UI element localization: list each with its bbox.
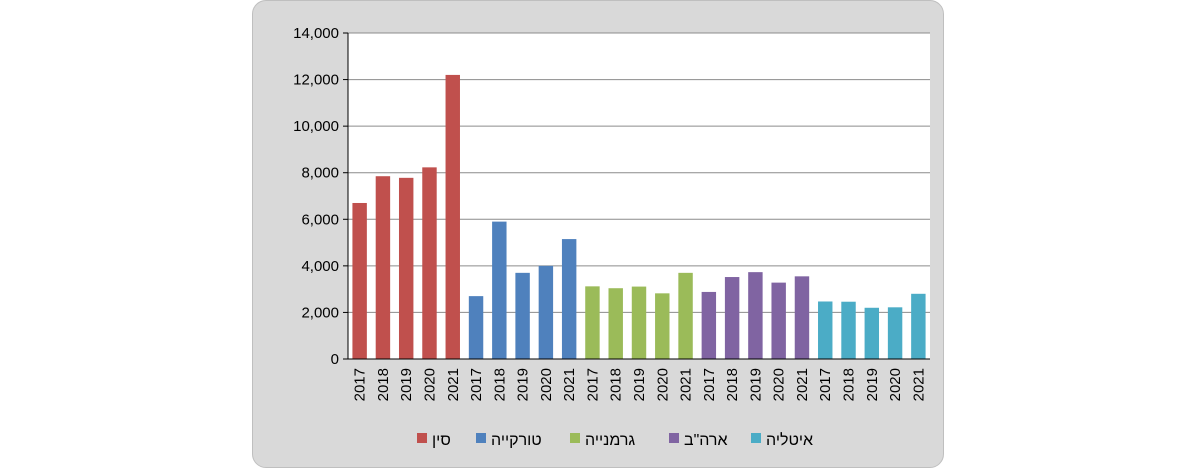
y-tick-label: 8,000 — [301, 165, 339, 182]
x-tick-label: 2019 — [747, 368, 764, 401]
bar — [445, 74, 460, 360]
x-tick-label: 2020 — [421, 368, 438, 401]
legend-label: גרמנייה — [585, 432, 635, 449]
y-tick-label: 6,000 — [301, 211, 339, 228]
x-tick-label: 2021 — [445, 368, 462, 401]
x-tick-label: 2019 — [515, 368, 532, 401]
bar — [771, 282, 786, 359]
bar — [911, 293, 926, 359]
bar — [748, 272, 763, 359]
legend-label: טורקייה — [491, 432, 542, 449]
bar — [608, 288, 623, 359]
legend-label: איטליה — [766, 431, 813, 449]
y-tick-label: 2,000 — [301, 304, 339, 321]
y-tick-label: 14,000 — [293, 25, 339, 42]
legend-label: ארה"ב — [684, 432, 728, 449]
x-tick-label: 2017 — [701, 368, 718, 401]
x-tick-label: 2020 — [538, 368, 555, 401]
x-tick-label: 2019 — [864, 368, 881, 401]
bar — [561, 239, 577, 359]
bar — [678, 272, 693, 359]
y-tick-label: 10,000 — [293, 118, 339, 135]
bar — [794, 276, 810, 359]
bar — [538, 265, 554, 359]
legend-swatch — [417, 433, 427, 443]
x-tick-label: 2017 — [468, 368, 485, 401]
x-tick-label: 2018 — [491, 368, 508, 401]
x-tick-label: 2019 — [631, 368, 648, 401]
legend-swatch — [669, 433, 679, 443]
x-tick-labels: 2017 2018 2019 2020 2021 2017 2018 2019 2020 2021… — [352, 368, 928, 401]
bar — [701, 291, 717, 359]
bar — [515, 272, 530, 359]
bar — [818, 301, 833, 359]
x-tick-label: 2017 — [817, 368, 834, 401]
bar — [492, 221, 507, 359]
bar — [468, 296, 484, 359]
bar — [887, 307, 903, 359]
bar — [841, 301, 856, 359]
x-tick-label: 2017 — [584, 368, 601, 401]
bar — [585, 286, 600, 359]
y-tick-labels: 0 2,000 4,000 6,000 8,000 10,000 12,000 14,000 — [293, 25, 348, 368]
bar — [631, 286, 647, 359]
x-tick-label: 2021 — [794, 368, 811, 401]
x-tick-label: 2021 — [678, 368, 695, 401]
x-tick-label: 2018 — [608, 368, 625, 401]
legend-swatch — [570, 433, 580, 443]
x-tick-label: 2018 — [841, 368, 858, 401]
gridlines — [348, 32, 930, 313]
x-tick-label: 2020 — [887, 368, 904, 401]
bar — [864, 307, 880, 359]
bar — [655, 293, 670, 359]
legend-label: סין — [432, 432, 451, 449]
x-tick-label: 2020 — [654, 368, 671, 401]
x-tick-label: 2018 — [375, 368, 392, 401]
bar — [398, 177, 414, 359]
y-tick-label: 4,000 — [301, 258, 339, 275]
x-tick-label: 2020 — [771, 368, 788, 401]
bar — [375, 176, 391, 359]
bars — [352, 74, 926, 360]
y-tick-label: 12,000 — [293, 72, 339, 89]
x-tick-label: 2019 — [398, 368, 415, 401]
x-tick-label: 2021 — [910, 368, 927, 401]
bar — [422, 167, 437, 359]
bar — [352, 202, 367, 359]
x-tick-label: 2018 — [724, 368, 741, 401]
legend-swatch — [476, 433, 486, 443]
legend-swatch — [751, 433, 761, 443]
legend: סין טורקייה גרמנייה ארה"ב איטליה — [417, 431, 813, 449]
x-tick-label: 2017 — [352, 368, 369, 401]
y-tick-label: 0 — [331, 351, 339, 368]
x-tick-label: 2021 — [561, 368, 578, 401]
bar — [724, 277, 740, 359]
